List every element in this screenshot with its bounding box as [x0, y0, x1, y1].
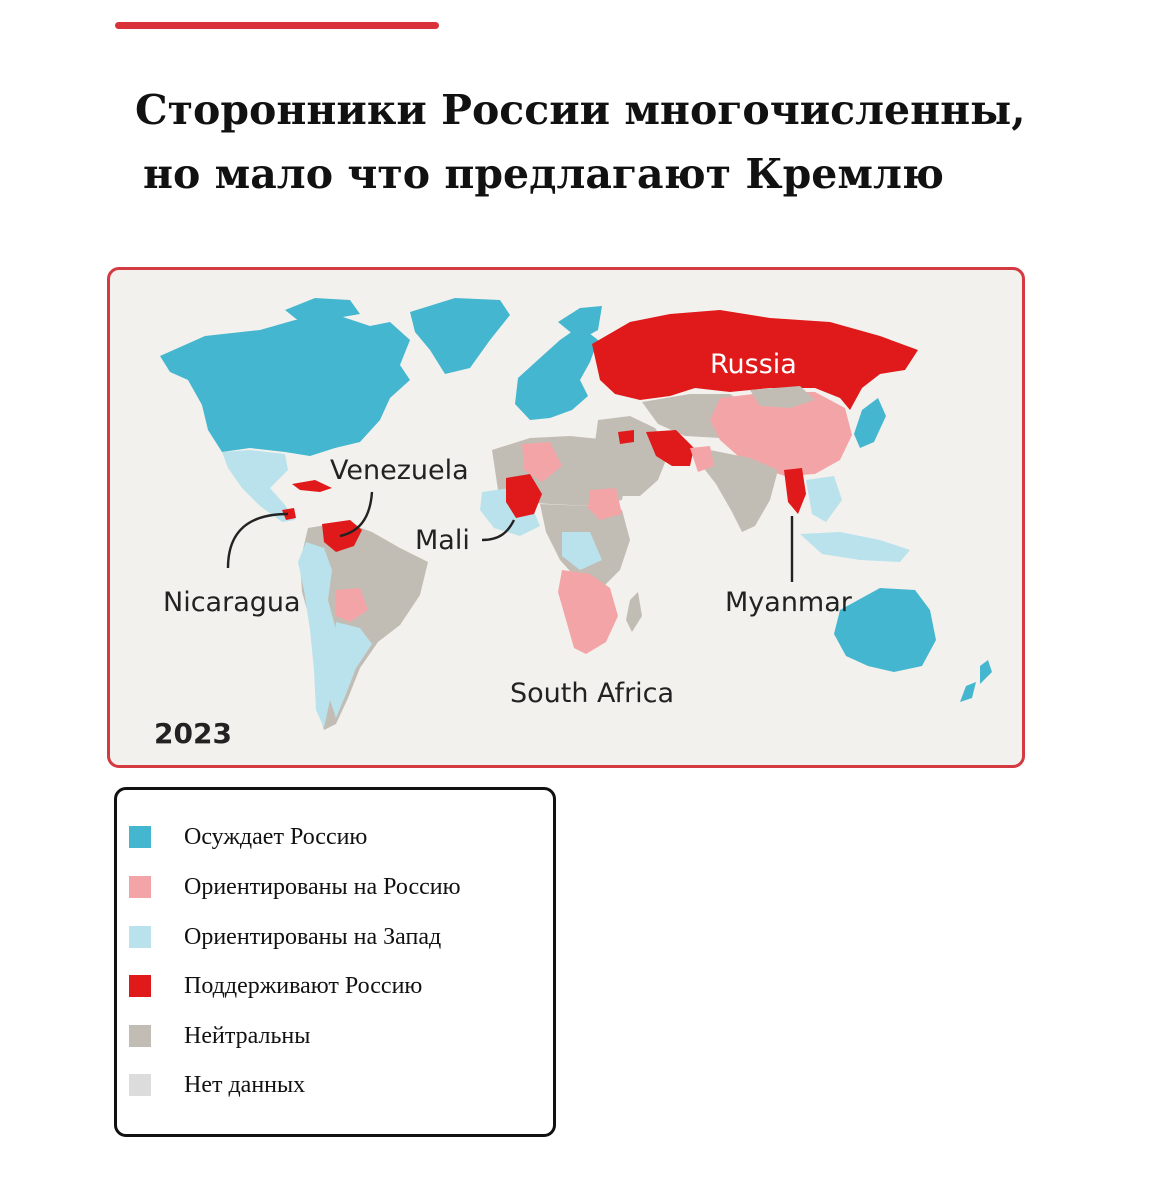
region-sudan: [588, 488, 622, 520]
region-argentina: [330, 622, 372, 718]
legend-label: Осуждает Россию: [184, 823, 368, 850]
region-southeast-asia: [806, 476, 842, 522]
page-title: Сторонники России многочисленны, но мало…: [135, 78, 1095, 206]
legend-swatch-supports: [129, 975, 151, 997]
label-venezuela: Venezuela: [330, 455, 469, 486]
region-myanmar: [784, 468, 806, 514]
region-syria: [618, 430, 634, 444]
region-china: [710, 392, 852, 476]
legend-item: Ориентированы на Запад: [129, 922, 441, 952]
legend-item: Ориентированы на Россию: [129, 872, 461, 902]
title-line-1: Сторонники России многочисленны,: [135, 86, 1026, 134]
region-pakistan: [690, 446, 714, 472]
region-congo: [562, 532, 602, 570]
legend-label: Ориентированы на Россию: [184, 873, 461, 900]
region-southern-africa: [558, 570, 618, 654]
mali-leader-line: [481, 519, 516, 542]
region-mali: [506, 474, 542, 518]
region-indonesia: [800, 532, 910, 562]
region-new-zealand: [960, 660, 992, 702]
legend-swatch-condemns: [129, 826, 151, 848]
region-mexico: [222, 450, 295, 522]
legend-swatch-neutral: [129, 1025, 151, 1047]
region-india: [702, 450, 778, 532]
accent-bar: [115, 22, 439, 29]
label-myanmar: Myanmar: [725, 587, 853, 618]
world-map-svg: Russia Venezuela Mali Nicaragua Myanmar …: [154, 298, 992, 750]
legend: Осуждает Россию Ориентированы на Россию …: [114, 787, 556, 1137]
label-nicaragua: Nicaragua: [163, 587, 301, 618]
legend-label: Поддерживают Россию: [184, 972, 423, 999]
legend-swatch-leans-west: [129, 926, 151, 948]
legend-item: Поддерживают Россию: [129, 971, 422, 1001]
legend-item: Нейтральны: [129, 1021, 310, 1051]
label-south-africa: South Africa: [510, 678, 674, 709]
region-russia: [592, 310, 918, 410]
legend-swatch-leans-russia: [129, 876, 151, 898]
region-andes: [298, 542, 336, 728]
region-europe: [515, 326, 598, 420]
region-mongolia: [750, 386, 815, 408]
region-greenland: [410, 298, 510, 374]
region-iran: [646, 430, 694, 466]
venezuela-leader-line: [339, 491, 374, 538]
region-scandinavia: [558, 306, 602, 340]
region-cuba: [292, 480, 332, 492]
legend-label: Нет данных: [184, 1071, 306, 1098]
region-algeria: [522, 442, 562, 482]
region-nicaragua: [282, 508, 296, 520]
region-north-america: [160, 316, 410, 456]
region-bolivia: [336, 588, 368, 622]
region-madagascar: [626, 592, 642, 632]
region-arctic-islands: [285, 298, 360, 322]
world-map: Russia Venezuela Mali Nicaragua Myanmar …: [107, 267, 1025, 768]
legend-label: Нейтральны: [184, 1022, 311, 1049]
nicaragua-leader-line: [226, 512, 289, 569]
label-russia: Russia: [710, 349, 797, 380]
label-mali: Mali: [415, 525, 470, 556]
region-japan: [854, 398, 886, 448]
title-line-2: но мало что предлагают Кремлю: [143, 150, 944, 198]
legend-item: Нет данных: [129, 1070, 305, 1100]
legend-item: Осуждает Россию: [129, 822, 367, 852]
legend-label: Ориентированы на Запад: [184, 923, 442, 950]
map-year: 2023: [154, 717, 232, 750]
legend-swatch-no-data: [129, 1074, 151, 1096]
region-australia: [834, 588, 936, 672]
